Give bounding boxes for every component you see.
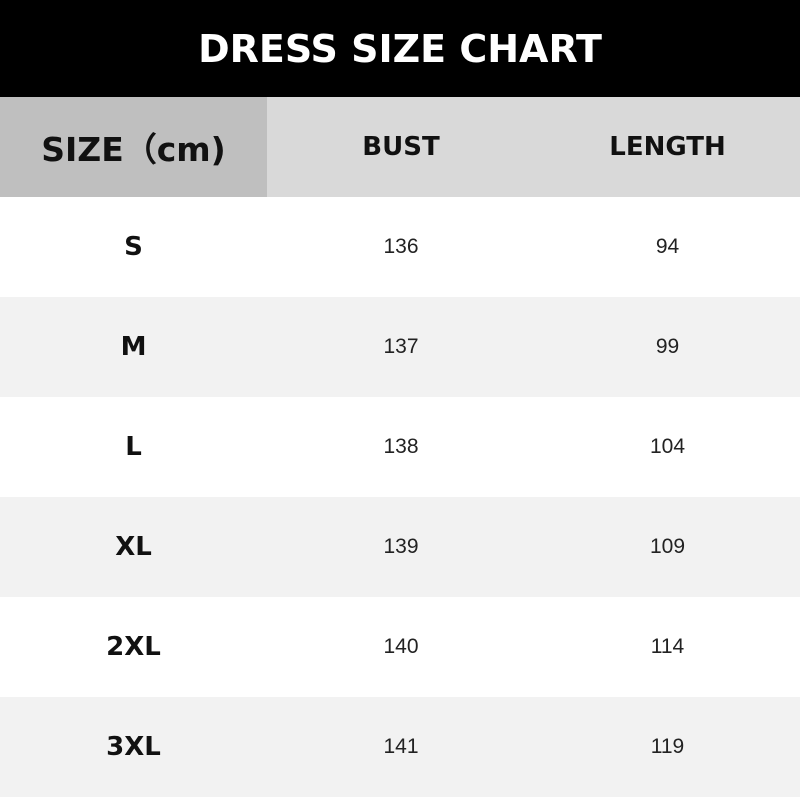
cell-bust: 140 xyxy=(383,635,419,658)
cell-size: S xyxy=(124,232,143,262)
cell-bust: 141 xyxy=(383,735,419,758)
cell-size: M xyxy=(120,332,147,362)
cell-length: 94 xyxy=(655,235,680,258)
cell-size: XL xyxy=(115,532,152,562)
table-row: S 136 94 xyxy=(0,197,800,297)
cell-length: 114 xyxy=(650,635,685,658)
table-row: L 138 104 xyxy=(0,397,800,497)
table-row: XL 139 109 xyxy=(0,497,800,597)
header-size: SIZE（cm) xyxy=(0,97,267,197)
cell-length: 104 xyxy=(649,435,686,458)
cell-bust: 136 xyxy=(383,235,419,258)
cell-length: 119 xyxy=(650,735,685,758)
table-header: SIZE（cm) BUST LENGTH xyxy=(0,97,800,197)
cell-length: 99 xyxy=(655,335,680,358)
table-row: M 137 99 xyxy=(0,297,800,397)
cell-bust: 138 xyxy=(383,435,419,458)
header-bust: BUST xyxy=(267,97,535,197)
cell-size: 2XL xyxy=(106,632,161,662)
cell-size: 3XL xyxy=(106,732,161,762)
chart-title: DRESS SIZE CHART xyxy=(0,0,800,97)
table-row: 2XL 140 114 xyxy=(0,597,800,697)
cell-length: 109 xyxy=(649,535,686,558)
header-length: LENGTH xyxy=(535,97,800,197)
table-row: 3XL 141 119 xyxy=(0,697,800,797)
cell-bust: 137 xyxy=(383,335,419,358)
cell-size: L xyxy=(125,432,142,462)
table-body: S 136 94 M 137 99 L 138 104 XL 139 109 2XL 140 114 3XL 1… xyxy=(0,197,800,797)
cell-bust: 139 xyxy=(383,535,419,558)
